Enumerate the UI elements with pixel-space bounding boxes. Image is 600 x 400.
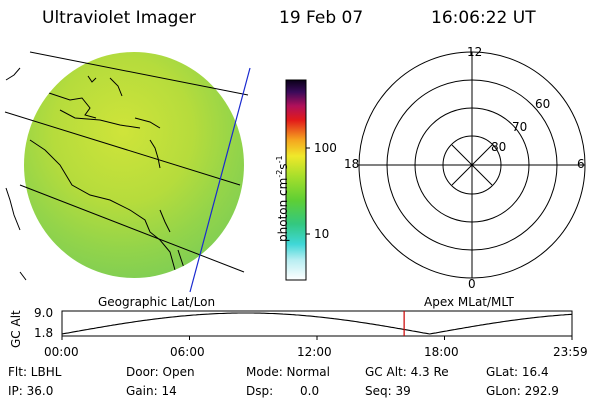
- polar-panel-label: Apex MLat/MLT: [424, 295, 514, 309]
- mlt-label-0: 0: [468, 277, 476, 291]
- mlat-label-60: 60: [535, 97, 551, 111]
- altitude-ytick-low: 1.8: [34, 326, 54, 340]
- instrument-title: Ultraviolet Imager: [42, 8, 196, 28]
- colorbar-tick-10: 10: [314, 227, 330, 241]
- colorbar-unit-label: photon cm-2s-1: [275, 155, 290, 242]
- status-filter: Flt: LBHL: [8, 365, 62, 379]
- status-glon: GLon: 292.9: [486, 384, 559, 398]
- mlt-label-18: 18: [344, 157, 360, 171]
- map-panel-label: Geographic Lat/Lon: [98, 295, 216, 309]
- mlt-label-12: 12: [467, 45, 483, 59]
- status-door: Door: Open: [126, 365, 195, 379]
- colorbar-unit-exp1: -2: [275, 169, 284, 178]
- colorbar-unit-exp2: -1: [275, 155, 284, 164]
- time-label: 16:06:22 UT: [431, 8, 536, 28]
- status-dsp-value: 0.0: [300, 384, 320, 398]
- mlt-label-6: 6: [577, 157, 585, 171]
- altitude-ytick-high: 9.0: [34, 306, 54, 320]
- mlat-label-70: 70: [512, 120, 528, 134]
- polar-plot: [358, 51, 586, 279]
- status-dsp: Dsp:: [246, 384, 274, 398]
- status-gc-alt: GC Alt: 4.3 Re: [365, 365, 449, 379]
- altitude-ylabel: GC Alt: [9, 310, 23, 348]
- status-seq: Seq: 39: [365, 384, 411, 398]
- colorbar: [285, 79, 310, 281]
- uv-image-disk: [24, 52, 244, 278]
- status-glat: GLat: 16.4: [486, 365, 549, 379]
- mlat-label-80: 80: [491, 140, 507, 154]
- xtick-2359: 23:59: [553, 345, 588, 359]
- altitude-plot: [61, 310, 573, 340]
- xtick-0000: 00:00: [44, 345, 79, 359]
- status-ip: IP: 36.0: [8, 384, 54, 398]
- latlon-grid: [4, 51, 249, 273]
- xtick-0600: 06:00: [170, 345, 205, 359]
- colorbar-tick-100: 100: [314, 141, 337, 155]
- coastline-outside: [5, 67, 27, 281]
- date-label: 19 Feb 07: [279, 8, 364, 28]
- status-mode: Mode: Normal: [246, 365, 330, 379]
- xtick-1200: 12:00: [297, 345, 332, 359]
- status-gain: Gain: 14: [126, 384, 177, 398]
- colorbar-unit-mid: s: [276, 163, 290, 170]
- colorbar-unit-prefix: photon cm: [276, 177, 290, 242]
- xtick-1800: 18:00: [424, 345, 459, 359]
- orbit-track-line: [189, 67, 251, 293]
